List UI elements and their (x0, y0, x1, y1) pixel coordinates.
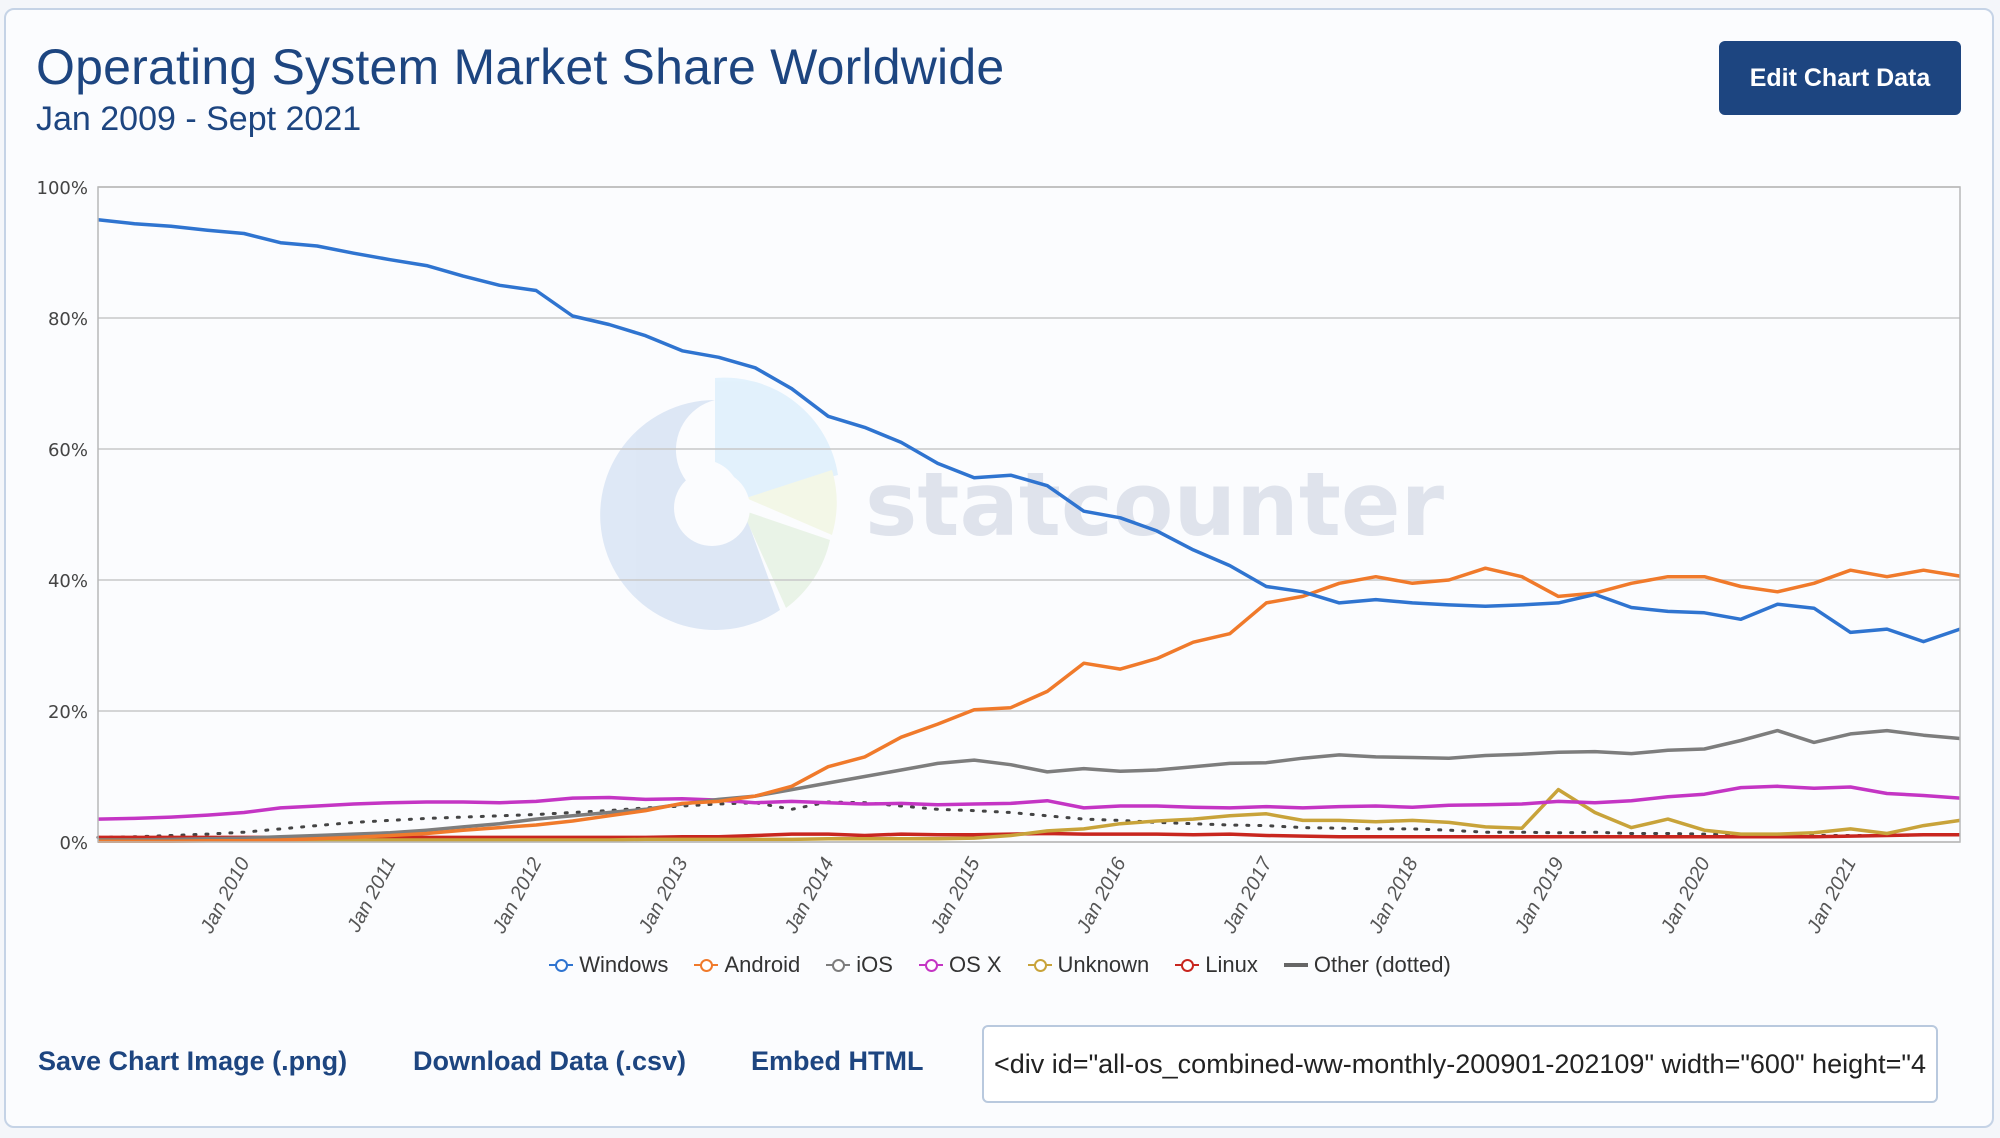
legend-label: Unknown (1057, 952, 1150, 977)
watermark-logo-green (742, 510, 830, 608)
line-chart: statcounter 0%20%40%60%80%100% Jan 2010 J… (37, 178, 1962, 938)
series-lines (96, 218, 1962, 844)
legend-item-unknown[interactable]: Unknown (1027, 952, 1150, 978)
plot-frame (97, 186, 1961, 843)
series-line-other[interactable] (96, 800, 1962, 839)
circle-marker-icon (1027, 958, 1052, 972)
embed-code-input[interactable] (982, 1025, 1938, 1103)
y-tick-label: 60% (48, 440, 88, 461)
x-tick-label: Jan 2012 (488, 854, 547, 938)
x-tick-label: Jan 2021 (1802, 854, 1861, 938)
legend-label: Windows (579, 952, 669, 977)
y-tick-label: 0% (59, 833, 88, 854)
legend-item-os-x[interactable]: OS X (918, 952, 1002, 978)
y-axis-labels: 0% 20% 40% 60% 80% 100% (37, 178, 88, 854)
x-tick-label: Jan 2017 (1218, 853, 1277, 938)
y-tick-label: 40% (48, 571, 88, 592)
legend-item-linux[interactable]: Linux (1175, 952, 1258, 978)
watermark-logo-hole (674, 470, 750, 546)
series-line-windows[interactable] (97, 218, 1961, 644)
legend-item-android[interactable]: Android (694, 952, 800, 978)
x-tick-label: Jan 2015 (926, 853, 985, 938)
watermark-text: statcounter (865, 453, 1445, 556)
watermark-logo-yellow (746, 470, 837, 535)
legend-label: Android (724, 952, 801, 977)
legend-item-windows[interactable]: Windows (549, 952, 668, 978)
page-title: Operating System Market Share Worldwide (36, 39, 1005, 95)
x-tick-label: Jan 2018 (1364, 854, 1423, 938)
circle-marker-icon (826, 958, 851, 972)
legend-label: OS X (948, 952, 1002, 977)
circle-marker-icon (549, 958, 574, 972)
circle-marker-icon (694, 958, 719, 972)
x-tick-label: Jan 2016 (1072, 853, 1131, 938)
x-axis-labels: Jan 2010 Jan 2011 Jan 2012 Jan 2013 Jan 2014… (196, 853, 1861, 938)
series-line-unknown[interactable] (98, 787, 1961, 842)
download-data-link[interactable]: Download Data (.csv) (413, 1046, 687, 1076)
legend-label: Other (dotted) (1313, 952, 1451, 977)
line-marker-icon (1283, 958, 1308, 972)
x-tick-label: Jan 2011 (343, 854, 401, 937)
y-tick-label: 100% (37, 178, 88, 199)
watermark-logo-blue-light (715, 377, 838, 500)
legend-label: iOS (856, 952, 893, 977)
x-tick-label: Jan 2020 (1656, 854, 1715, 938)
y-tick-label: 20% (48, 702, 88, 723)
series-line-android[interactable] (98, 566, 1961, 844)
x-tick-label: Jan 2019 (1510, 854, 1569, 938)
series-line-ios[interactable] (98, 728, 1961, 842)
chart-legend: Windows Android iOS OS X Unknown Linux Other (… (0, 952, 2000, 978)
legend-item-ios[interactable]: iOS (826, 952, 893, 978)
x-tick-label: Jan 2010 (196, 854, 255, 938)
x-tick-label: Jan 2013 (634, 854, 693, 938)
statcounter-watermark: statcounter (600, 377, 1445, 630)
date-range-subtitle: Jan 2009 - Sept 2021 (36, 100, 362, 138)
legend-item-other[interactable]: Other (dotted) (1283, 952, 1451, 978)
x-tick-label: Jan 2014 (780, 854, 839, 938)
chart-card (4, 8, 1994, 1128)
y-tick-label: 80% (48, 309, 88, 330)
edit-chart-data-button[interactable]: Edit Chart Data (1719, 41, 1961, 115)
series-line-os-x[interactable] (97, 784, 1961, 821)
circle-marker-icon (918, 958, 943, 972)
legend-label: Linux (1205, 952, 1258, 977)
save-chart-image-link[interactable]: Save Chart Image (.png) (38, 1046, 348, 1076)
circle-marker-icon (1175, 958, 1200, 972)
embed-html-link[interactable]: Embed HTML (751, 1046, 924, 1076)
